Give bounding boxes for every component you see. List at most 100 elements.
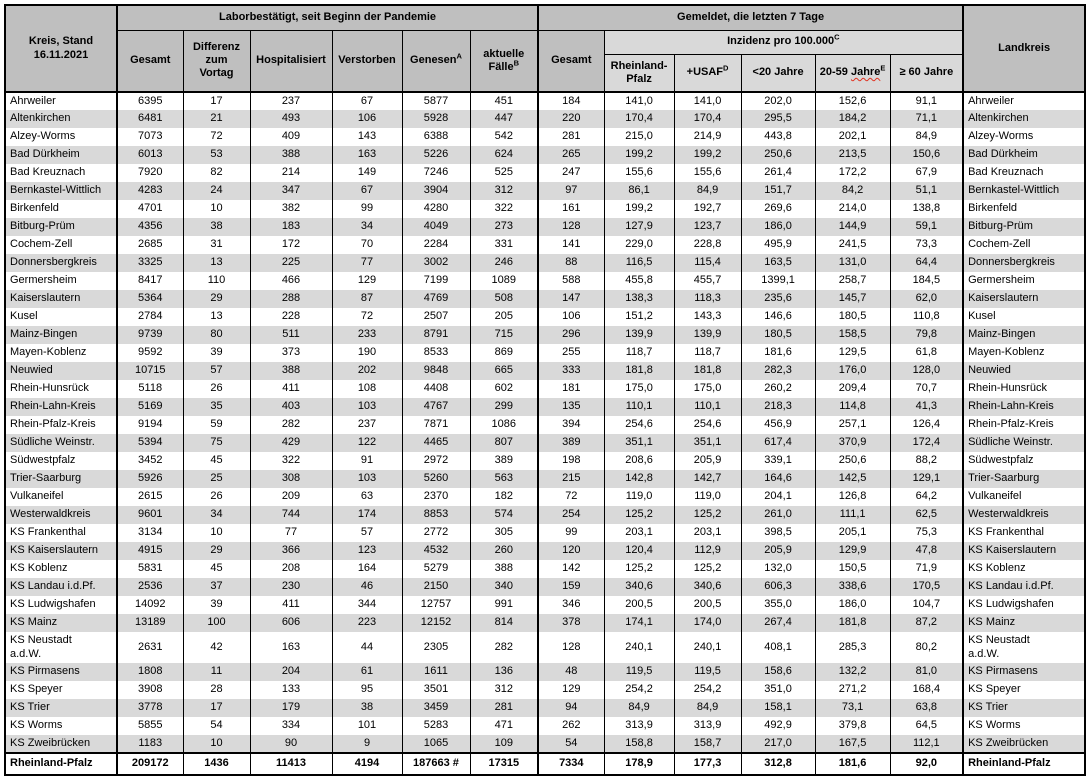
value-cell: 111,1 xyxy=(814,506,891,524)
kreis-name-cell: KS Trier xyxy=(4,699,118,717)
value-cell: 28 xyxy=(182,681,251,699)
value-cell: 47,8 xyxy=(889,542,964,560)
kreis-name-cell: Vulkaneifel xyxy=(4,488,118,506)
value-cell: 313,9 xyxy=(673,717,742,735)
value-cell: 807 xyxy=(469,434,539,452)
value-cell: 7871 xyxy=(401,416,471,434)
value-cell: 1399,1 xyxy=(740,272,816,290)
value-cell: 351,1 xyxy=(603,434,675,452)
kreis-name-cell: KS Pirmasens xyxy=(4,663,118,681)
landkreis-name-cell: Mayen-Koblenz xyxy=(962,344,1086,362)
value-cell: 45 xyxy=(182,560,251,578)
value-cell: 296 xyxy=(537,326,605,344)
value-cell: 2284 xyxy=(401,236,471,254)
value-cell: 186,0 xyxy=(814,596,891,614)
value-cell: 229,0 xyxy=(603,236,675,254)
header-subgroup-row: Gesamt Differenz zum Vortag Hospitalisie… xyxy=(5,29,1085,93)
value-cell: 508 xyxy=(469,290,539,308)
landkreis-name-cell: KS Kaiserslautern xyxy=(962,542,1086,560)
value-cell: 11413 xyxy=(249,752,333,775)
value-cell: 31 xyxy=(182,236,251,254)
value-cell: 129,1 xyxy=(889,470,964,488)
value-cell: 75,3 xyxy=(889,524,964,542)
value-cell: 208,6 xyxy=(603,452,675,470)
value-cell: 2772 xyxy=(401,524,471,542)
value-cell: 411 xyxy=(249,596,333,614)
value-cell: 67,9 xyxy=(889,164,964,182)
col-header-differenz-vortag: Differenz zum Vortag xyxy=(182,29,251,93)
value-cell: 9 xyxy=(331,735,403,753)
value-cell: 87,2 xyxy=(889,614,964,632)
value-cell: 254,2 xyxy=(603,681,675,699)
value-cell: 181,8 xyxy=(814,614,891,632)
value-cell: 388 xyxy=(249,362,333,380)
kreis-name-cell: Germersheim xyxy=(4,272,118,290)
value-cell: 109 xyxy=(469,735,539,753)
value-cell: 73,3 xyxy=(889,236,964,254)
value-cell: 163 xyxy=(249,632,333,663)
value-cell: 181,8 xyxy=(673,362,742,380)
value-cell: 38 xyxy=(331,699,403,717)
value-cell: 6395 xyxy=(116,92,184,110)
value-cell: 34 xyxy=(182,506,251,524)
value-cell: 408,1 xyxy=(740,632,816,663)
value-cell: 62,5 xyxy=(889,506,964,524)
value-cell: 202,1 xyxy=(814,128,891,146)
kreis-name-cell: KS Kaiserslautern xyxy=(4,542,118,560)
value-cell: 563 xyxy=(469,470,539,488)
value-cell: 254,6 xyxy=(603,416,675,434)
value-cell: 176,0 xyxy=(814,362,891,380)
col-header-aktuelle-faelle: aktuelle FälleB xyxy=(469,29,539,93)
landkreis-name-cell: Birkenfeld xyxy=(962,200,1086,218)
value-cell: 138,8 xyxy=(889,200,964,218)
table-row: Neuwied 10715 57 388 202 9848 665 333 181,8 181,8… xyxy=(4,362,1086,380)
value-cell: 29 xyxy=(182,542,251,560)
kreis-name-cell: Kaiserslautern xyxy=(4,290,118,308)
value-cell: 246 xyxy=(469,254,539,272)
value-cell: 136 xyxy=(469,663,539,681)
table-row: Bad Kreuznach 7920 82 214 149 7246 525 247 155,6… xyxy=(4,164,1086,182)
table-row: KS Landau i.d.Pf. 2536 37 230 46 2150 340 159 34… xyxy=(4,578,1086,596)
value-cell: 8417 xyxy=(116,272,184,290)
value-cell: 118,3 xyxy=(673,290,742,308)
value-cell: 715 xyxy=(469,326,539,344)
value-cell: 131,0 xyxy=(814,254,891,272)
value-cell: 141 xyxy=(537,236,605,254)
value-cell: 2784 xyxy=(116,308,184,326)
value-cell: 389 xyxy=(469,452,539,470)
value-cell: 5364 xyxy=(116,290,184,308)
value-cell: 59 xyxy=(182,416,251,434)
table-row: Westerwaldkreis 9601 34 744 174 8853 574 254 125… xyxy=(4,506,1086,524)
value-cell: 172,4 xyxy=(889,434,964,452)
spellcheck-underlined-word: Jahre xyxy=(850,66,881,79)
value-cell: 73,1 xyxy=(814,699,891,717)
value-cell: 174,1 xyxy=(603,614,675,632)
table-row: Bernkastel-Wittlich 4283 24 347 67 3904 312 97 8… xyxy=(4,182,1086,200)
value-cell: 204,1 xyxy=(740,488,816,506)
value-cell: 8533 xyxy=(401,344,471,362)
value-cell: 366 xyxy=(249,542,333,560)
value-cell: 79,8 xyxy=(889,326,964,344)
value-cell: 175,0 xyxy=(603,380,675,398)
col-header-inzidenz-60-plus: ≥ 60 Jahre xyxy=(889,53,964,93)
value-cell: 617,4 xyxy=(740,434,816,452)
value-cell: 351,0 xyxy=(740,681,816,699)
value-cell: 1089 xyxy=(469,272,539,290)
value-cell: 95 xyxy=(331,681,403,699)
value-cell: 64,5 xyxy=(889,717,964,735)
value-cell: 331 xyxy=(469,236,539,254)
value-cell: 77 xyxy=(249,524,333,542)
value-cell: 305 xyxy=(469,524,539,542)
value-cell: 141,0 xyxy=(603,92,675,110)
landkreis-name-cell: KS Koblenz xyxy=(962,560,1086,578)
value-cell: 606,3 xyxy=(740,578,816,596)
value-cell: 262 xyxy=(537,717,605,735)
value-cell: 6388 xyxy=(401,128,471,146)
value-cell: 24 xyxy=(182,182,251,200)
value-cell: 233 xyxy=(331,326,403,344)
value-cell: 5928 xyxy=(401,110,471,128)
value-cell: 114,8 xyxy=(814,398,891,416)
kreis-name-cell: Kusel xyxy=(4,308,118,326)
value-cell: 240,1 xyxy=(603,632,675,663)
value-cell: 214,9 xyxy=(673,128,742,146)
